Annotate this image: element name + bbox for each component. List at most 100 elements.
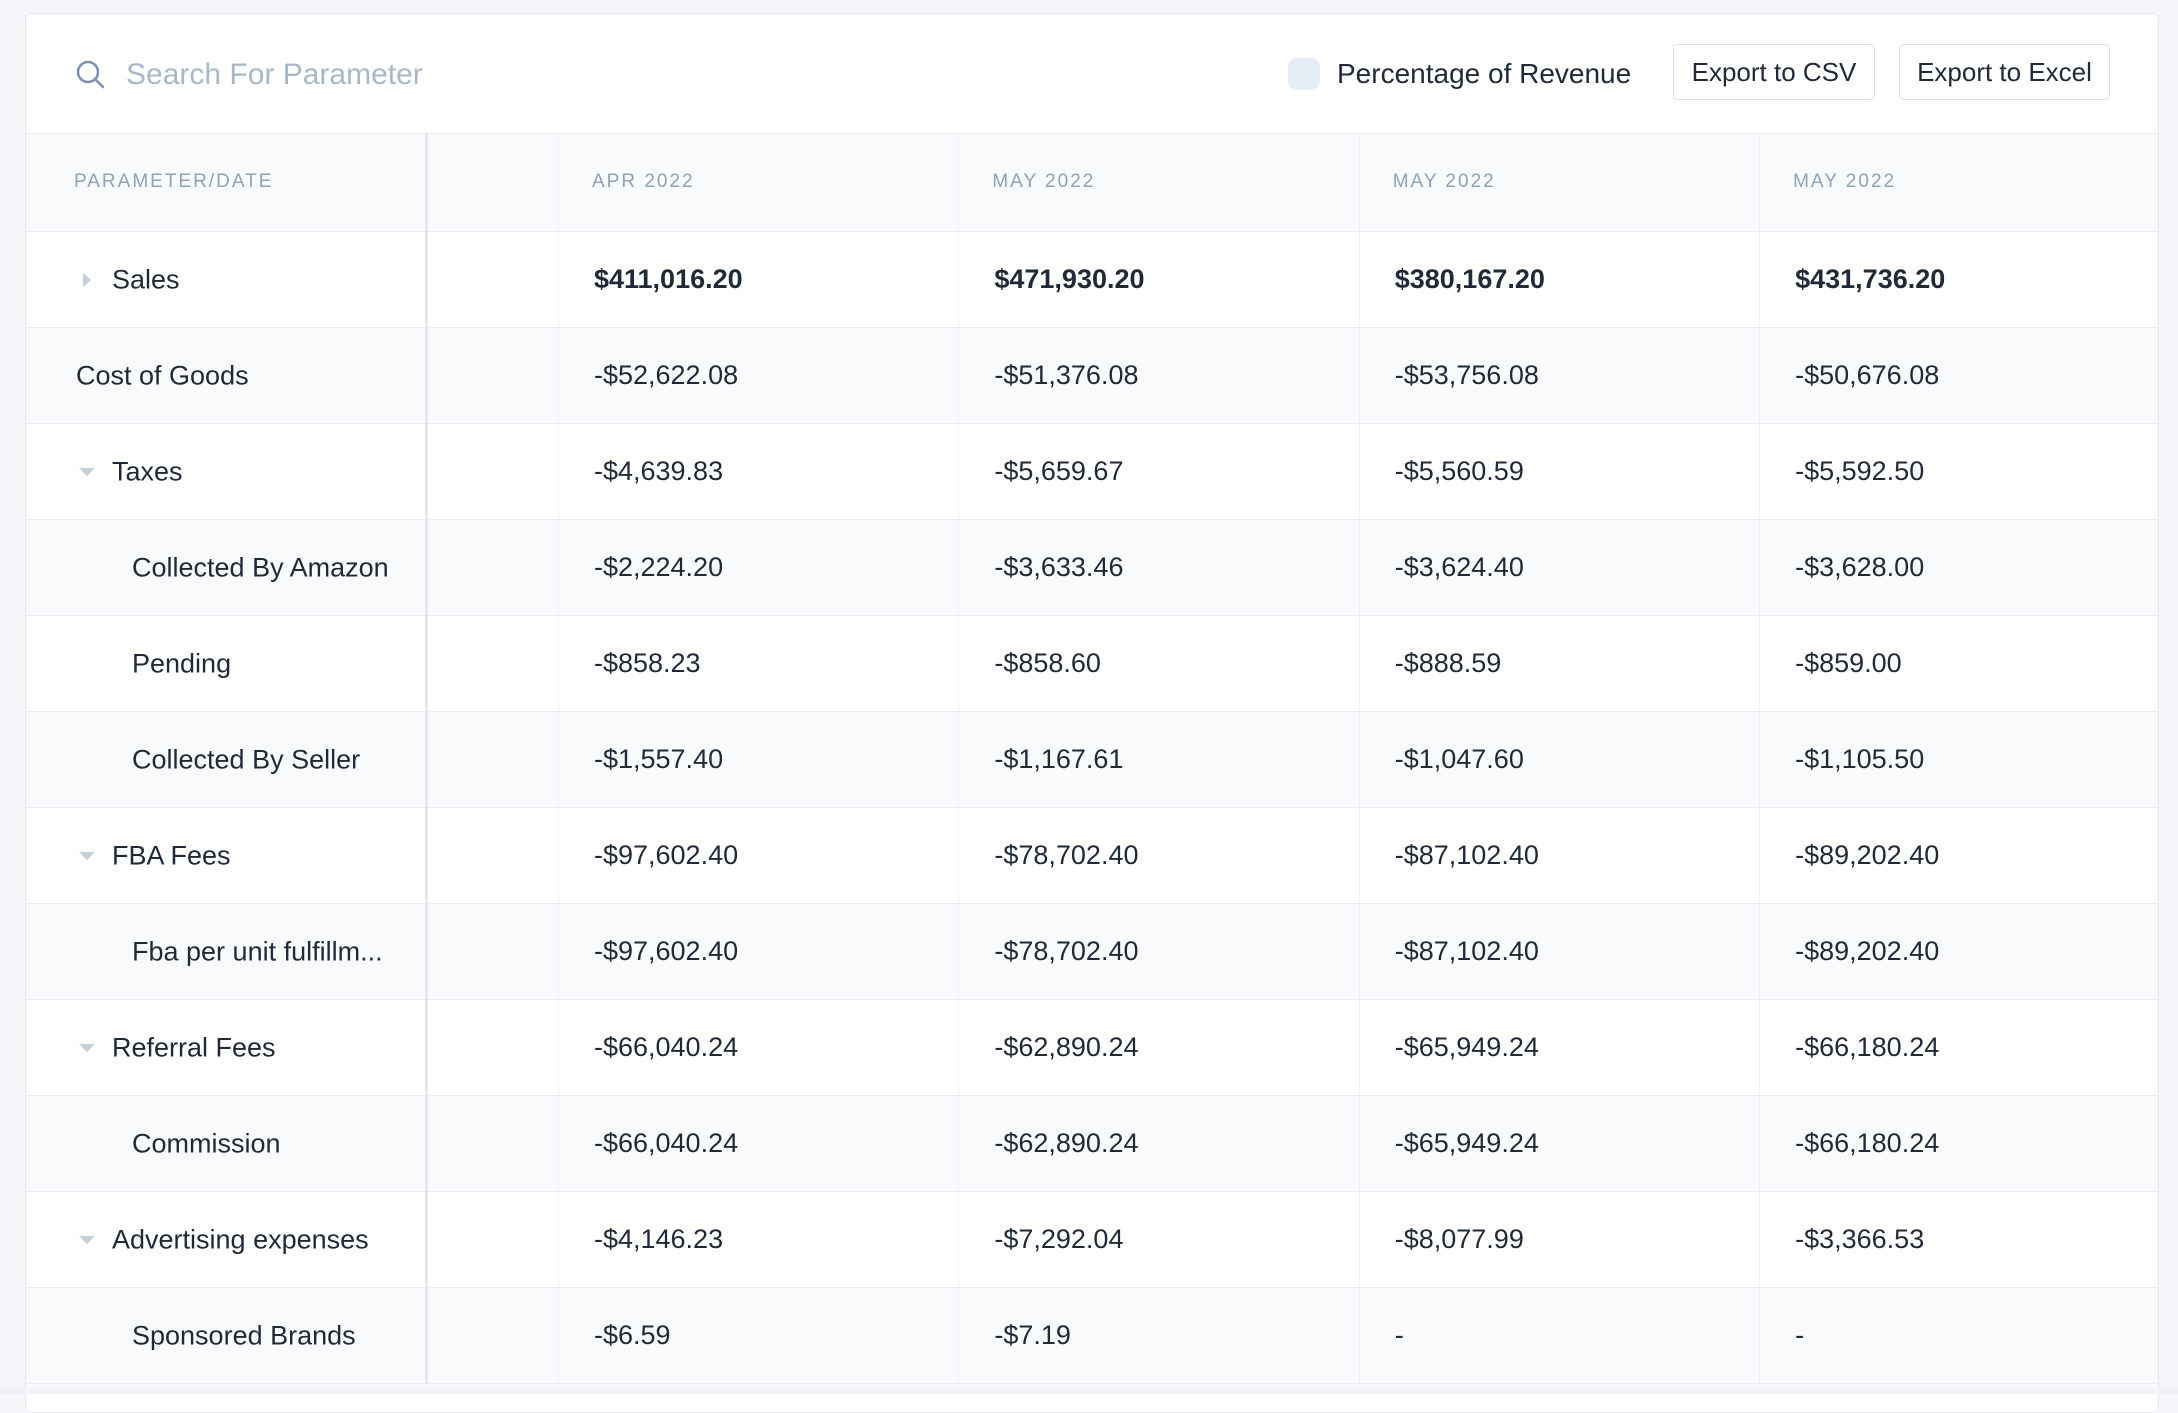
table-row: FBA Fees -$97,602.40-$78,702.40-$87,102.4… [26,807,2159,903]
row-label-cell[interactable]: Advertising expenses [26,1191,426,1287]
caret-down-icon[interactable] [76,1037,98,1059]
value-cell: -$89,202.40 [1760,903,2159,999]
value-cell: -$5,560.59 [1359,423,1759,519]
spacer-cell [426,807,558,903]
value-cell: $431,736.20 [1760,231,2159,327]
value-cell: -$1,167.61 [959,711,1359,807]
value-cell: -$7.19 [959,1287,1359,1383]
value-cell: -$1,557.40 [558,711,958,807]
spacer-cell [426,999,558,1095]
row-label: Pending [132,648,231,678]
value-cell: -$62,890.24 [959,999,1359,1095]
percentage-of-revenue-toggle[interactable]: Percentage of Revenue [1288,52,1631,96]
spacer-cell [426,1095,558,1191]
spacer-cell [426,231,558,327]
row-label: Sponsored Brands [132,1320,356,1350]
value-cell: - [1760,1287,2159,1383]
table-row: Fba per unit fulfillm... -$97,602.40-$78,… [26,903,2159,999]
caret-down-icon[interactable] [76,1229,98,1251]
spacer-cell [426,1287,558,1383]
value-cell: -$97,602.40 [558,903,958,999]
row-label-cell: Collected By Amazon [26,519,426,615]
value-cell: -$50,676.08 [1760,327,2159,423]
search-input[interactable] [126,50,826,100]
export-csv-button[interactable]: Export to CSV [1673,44,1875,100]
row-label: Fba per unit fulfillm... [132,936,383,966]
spacer-cell [426,903,558,999]
export-excel-button[interactable]: Export to Excel [1899,44,2110,100]
value-cell: -$87,102.40 [1359,807,1759,903]
value-cell: $380,167.20 [1359,231,1759,327]
value-cell: -$53,756.08 [1359,327,1759,423]
row-label-cell[interactable]: Taxes [26,423,426,519]
value-cell: -$858.23 [558,615,958,711]
toolbar: Percentage of Revenue Export to CSV Expo… [26,14,2158,134]
header-spacer [426,134,558,231]
row-label: Cost of Goods [76,360,249,390]
header-date-column: MAY 2022 [1359,134,1759,231]
toggle-checkbox[interactable] [1288,58,1320,90]
value-cell: -$52,622.08 [558,327,958,423]
value-cell: -$89,202.40 [1760,807,2159,903]
row-label: Sales [112,264,180,294]
value-cell: -$5,659.67 [959,423,1359,519]
row-label-cell: Fba per unit fulfillm... [26,903,426,999]
row-label: Advertising expenses [112,1224,369,1254]
caret-down-icon[interactable] [76,461,98,483]
row-label-cell: Sponsored Brands [26,1287,426,1383]
row-label: Taxes [112,456,183,486]
row-label-cell[interactable]: Sales [26,231,426,327]
value-cell: -$78,702.40 [959,903,1359,999]
value-cell: -$51,376.08 [959,327,1359,423]
row-label-cell: Collected By Seller [26,711,426,807]
spacer-cell [426,615,558,711]
header-parameter-date: PARAMETER/DATE [26,134,426,231]
table-row: Sales$411,016.20$471,930.20$380,167.20$4… [26,231,2159,327]
value-cell: -$3,366.53 [1760,1191,2159,1287]
value-cell: -$4,146.23 [558,1191,958,1287]
value-cell: -$4,639.83 [558,423,958,519]
search-icon [74,58,108,92]
value-cell: -$6.59 [558,1287,958,1383]
table-row: Referral Fees-$66,040.24-$62,890.24-$65,… [26,999,2159,1095]
caret-right-icon[interactable] [76,269,98,291]
value-cell: -$65,949.24 [1359,1095,1759,1191]
header-date-column: APR 2022 [558,134,958,231]
value-cell: -$62,890.24 [959,1095,1359,1191]
value-cell: -$97,602.40 [558,807,958,903]
row-label-cell[interactable]: Referral Fees [26,999,426,1095]
value-cell: -$8,077.99 [1359,1191,1759,1287]
toggle-label: Percentage of Revenue [1337,58,1631,90]
caret-down-icon[interactable] [76,845,98,867]
row-label: Referral Fees [112,1032,276,1062]
value-cell: -$3,624.40 [1359,519,1759,615]
table-row: Sponsored Brands-$6.59-$7.19-- [26,1287,2159,1383]
value-cell: -$858.60 [959,615,1359,711]
table-row: Collected By Seller -$1,557.40-$1,167.61-… [26,711,2159,807]
row-label-cell: Pending [26,615,426,711]
value-cell: -$5,592.50 [1760,423,2159,519]
value-cell: -$66,180.24 [1760,1095,2159,1191]
value-cell: -$87,102.40 [1359,903,1759,999]
value-cell: -$3,628.00 [1760,519,2159,615]
value-cell: -$1,047.60 [1359,711,1759,807]
spacer-cell [426,327,558,423]
value-cell: -$3,633.46 [959,519,1359,615]
spacer-cell [426,1191,558,1287]
row-label: Commission [132,1128,281,1158]
bottom-fade [0,1380,2178,1394]
value-cell: -$7,292.04 [959,1191,1359,1287]
row-label-cell: Commission [26,1095,426,1191]
spacer-cell [426,423,558,519]
value-cell: -$859.00 [1760,615,2159,711]
row-label-cell[interactable]: FBA Fees [26,807,426,903]
table-row: Advertising expenses -$4,146.23-$7,292.04… [26,1191,2159,1287]
spacer-cell [426,519,558,615]
value-cell: -$66,180.24 [1760,999,2159,1095]
value-cell: $471,930.20 [959,231,1359,327]
header-date-column: MAY 2022 [1760,134,2159,231]
value-cell: -$78,702.40 [959,807,1359,903]
header-date-column: MAY 2022 [959,134,1359,231]
